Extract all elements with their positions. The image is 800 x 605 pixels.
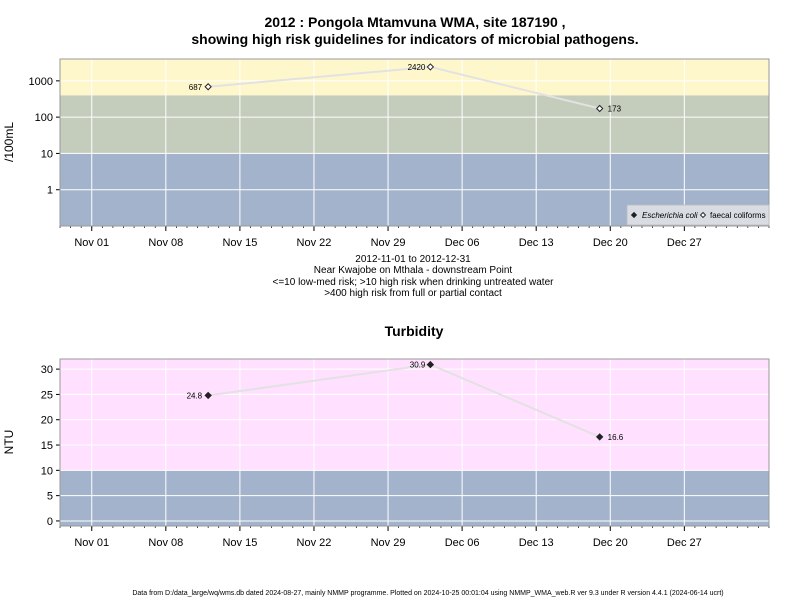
risk-band-1 [60,95,769,154]
x-tick-label: Dec 20 [593,537,628,549]
chart-title-line1: 2012 : Pongola Mtamvuna WMA, site 187190… [264,14,565,30]
turbidity-title: Turbidity [385,323,444,339]
x-tick-label: Nov 22 [297,237,332,249]
data-point-marker [595,104,604,113]
y-tick-label: 0 [47,516,53,528]
x-tick-label: Nov 15 [222,237,257,249]
data-point-marker [595,433,604,441]
x-tick-label: Dec 06 [445,537,480,549]
x-tick-label: Dec 13 [519,537,554,549]
caption-risk-contact: >400 high risk from full or partial cont… [324,288,502,299]
x-tick-label: Dec 27 [667,237,702,249]
x-tick-label: Nov 22 [297,537,332,549]
x-tick-label: Dec 20 [593,237,628,249]
data-point-marker [426,63,435,71]
microbial-chart-panel: Nov 01 Nov 08 Nov 15 Nov 22 Nov 29 Dec 06 Dec … [29,58,770,249]
x-tick-label: Nov 08 [148,537,183,549]
legend-box [626,204,770,226]
risk-band-0 [60,470,769,526]
data-point-label: 16.6 [608,433,624,442]
data-point-label: 2420 [408,63,426,72]
y-tick-label: 25 [41,389,53,401]
x-tick-label: Nov 01 [74,537,109,549]
data-point-marker [204,83,212,91]
x-tick-label: Dec 06 [445,237,480,249]
microbial-y-axis-label: /100mL [2,122,16,162]
turbidity-chart-panel: Nov 01 Nov 08 Nov 15 Nov 22 Nov 29 Dec 06 Dec … [41,358,770,549]
chart-title-line2: showing high risk guidelines for indicat… [191,31,638,47]
footer-data-source: Data from D:/data_large/wq/wms.db dated … [132,590,723,597]
legend-marker [699,211,707,219]
legend-label: Escherichia coli [642,211,698,220]
x-tick-label: Nov 15 [222,537,257,549]
x-tick-label: Nov 29 [371,537,406,549]
x-tick-label: Nov 29 [371,237,406,249]
y-tick-label: 30 [41,364,53,376]
caption-site-description: Near Kwajobe on Mthala - downstream Poin… [314,265,513,276]
turbidity-y-axis-label: NTU [2,430,16,455]
x-tick-label: Dec 27 [667,537,702,549]
y-tick-label: 10 [41,148,53,160]
y-tick-label: 10 [41,465,53,477]
risk-band-1 [60,359,769,471]
plot-frame [59,58,770,227]
data-point-label: 173 [608,104,622,113]
data-point-marker [426,360,435,369]
caption-risk-drinking: <=10 low-med risk; >10 high risk when dr… [273,277,555,288]
x-tick-label: Nov 08 [148,237,183,249]
legend-label: faecal coliforms [710,211,766,220]
data-point-label: 30.9 [410,361,426,370]
x-tick-label: Nov 01 [74,237,109,249]
caption-date-range: 2012-11-01 to 2012-12-31 [355,254,471,265]
data-point-marker [204,391,212,400]
data-point-label: 687 [189,83,203,92]
y-tick-label: 5 [47,491,53,503]
data-point-label: 24.8 [187,391,203,400]
y-tick-label: 100 [35,112,53,124]
y-tick-label: 1000 [29,76,53,88]
risk-band-2 [60,59,769,96]
x-tick-label: Dec 13 [519,237,554,249]
legend-marker [630,211,638,219]
y-tick-label: 20 [41,415,53,427]
y-tick-label: 1 [47,185,53,197]
y-tick-label: 15 [41,440,53,452]
plot-frame [59,358,770,527]
